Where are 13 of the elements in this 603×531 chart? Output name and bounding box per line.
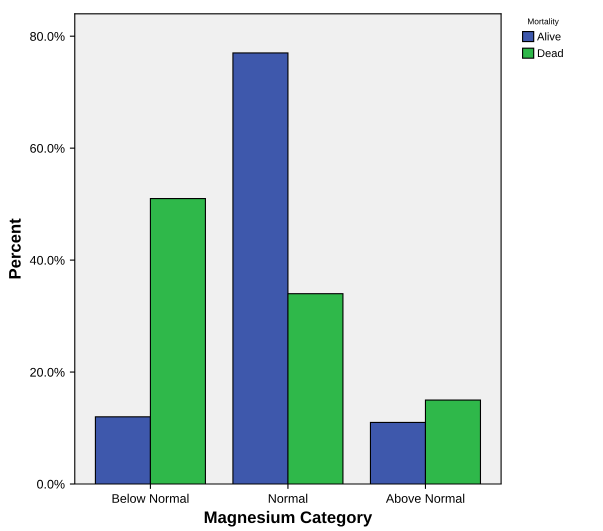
x-tick-label: Normal — [268, 494, 308, 503]
y-tick-label: 20.0% — [30, 368, 65, 377]
x-tick-label: Below Normal — [112, 494, 188, 503]
legend-label: Dead — [538, 48, 563, 58]
y-tick-label: 60.0% — [30, 144, 65, 153]
legend-title: Mortality — [528, 18, 559, 26]
x-axis-title: Magnesium Category — [204, 510, 372, 527]
legend-label: Alive — [537, 32, 561, 40]
y-axis-title: Percent — [9, 218, 21, 278]
x-tick-label: Above Normal — [386, 494, 464, 503]
y-tick-label: 80.0% — [30, 32, 65, 41]
y-tick-label: 40.0% — [30, 256, 65, 265]
y-tick-label: 0.0% — [37, 480, 65, 489]
